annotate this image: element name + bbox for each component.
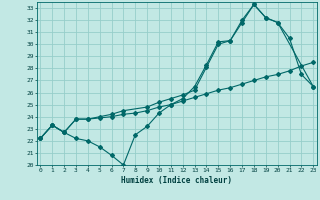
X-axis label: Humidex (Indice chaleur): Humidex (Indice chaleur) — [121, 176, 232, 185]
